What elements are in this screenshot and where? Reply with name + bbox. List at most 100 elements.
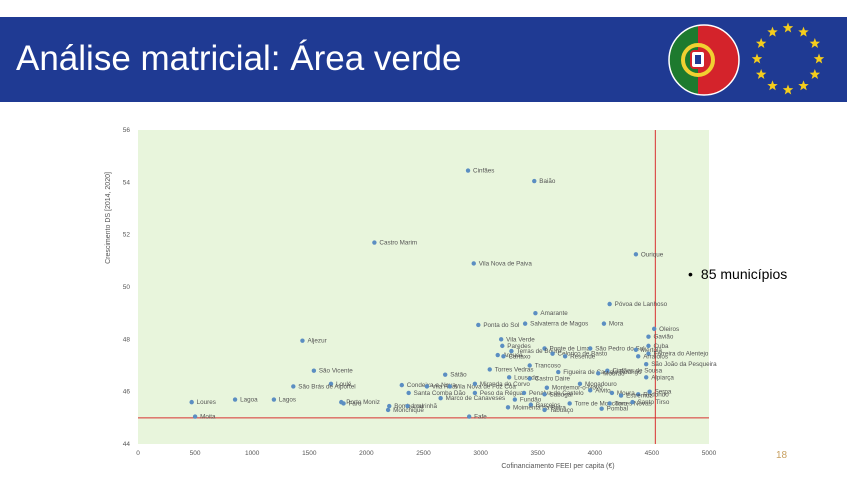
data-point — [577, 381, 583, 387]
data-point — [192, 414, 198, 419]
data-point-label: Faro — [349, 400, 362, 407]
eu-star-icon — [755, 69, 767, 79]
data-point-label: Paredes — [507, 343, 530, 350]
data-point — [471, 261, 476, 266]
data-point — [646, 351, 651, 356]
data-point — [506, 375, 512, 380]
data-point — [442, 372, 448, 377]
data-point-label: Lourinhã — [413, 403, 438, 410]
data-point-label: Fundão — [520, 397, 542, 404]
data-point-label: Vila Nova de Foz Côa — [455, 383, 517, 390]
data-point-label: Lagoa — [240, 397, 258, 404]
eu-stars-logo — [751, 22, 825, 95]
data-point — [472, 381, 478, 387]
eu-star-icon — [798, 80, 809, 91]
data-point-label: Montemor-o-Novo — [552, 385, 603, 392]
data-point-label: Torre de Moncorvo — [575, 400, 628, 407]
data-point-label: Mourão — [603, 370, 625, 377]
data-point — [501, 354, 506, 359]
data-point — [300, 338, 305, 343]
data-point-label: Redondo — [643, 391, 669, 398]
data-point-label: Castro Marim — [379, 240, 417, 247]
data-point — [232, 397, 238, 402]
data-point-label: Peso da Régua — [480, 390, 524, 397]
eu-star-icon — [809, 38, 821, 48]
data-point — [605, 368, 610, 373]
x-tick-label: 3000 — [473, 450, 488, 457]
data-point-label: Barcelos — [536, 402, 561, 409]
data-point — [607, 401, 612, 406]
x-tick-label: 1500 — [302, 450, 317, 457]
data-point-label: Celorico de Basto — [558, 351, 608, 358]
data-point-label: Castro Daire — [535, 376, 571, 383]
data-point-label: Ponta do Sol — [483, 322, 519, 329]
data-point — [607, 301, 612, 307]
data-point — [562, 354, 568, 359]
data-point-label: Gavião — [653, 334, 673, 341]
data-point — [512, 397, 518, 402]
data-point-label: Santa Comba Dão — [414, 390, 466, 397]
data-point-label: Salvaterra de Magos — [530, 321, 588, 328]
data-point — [550, 351, 555, 356]
x-tick-label: 4000 — [588, 450, 603, 457]
data-point — [521, 390, 527, 396]
data-point-label: Torres Vedras — [495, 366, 534, 373]
data-point — [385, 407, 391, 413]
eu-star-icon — [767, 26, 778, 37]
y-tick-label: 46 — [123, 389, 131, 396]
data-point-label: Resende — [570, 353, 596, 360]
data-point — [618, 393, 624, 398]
data-point — [500, 343, 505, 349]
data-point-label: Arouca — [503, 352, 523, 359]
data-point — [472, 390, 478, 396]
data-point — [528, 402, 534, 407]
data-point-label: Vila Verde — [506, 336, 535, 343]
data-point-label: Sabugal — [550, 391, 573, 398]
data-point-label: Miranda do Corvo — [480, 381, 531, 388]
eu-star-icon — [767, 80, 778, 91]
data-point-label: Tabuaço — [550, 407, 574, 414]
data-point — [372, 240, 377, 245]
data-point-label: Terras de Bouro — [516, 348, 561, 355]
data-point-label: Baião — [539, 178, 556, 185]
data-point-label: Marco de Canaveses — [446, 395, 506, 402]
data-point — [522, 321, 528, 326]
data-point — [646, 343, 651, 349]
data-point-label: Oleiros — [659, 326, 679, 333]
x-tick-label: 5000 — [702, 450, 717, 457]
page-number: 18 — [776, 450, 788, 461]
data-point-label: São Pedro do Sul — [595, 345, 644, 352]
eu-star-icon — [813, 53, 825, 64]
data-point-label: Mora — [609, 321, 624, 328]
data-point — [651, 326, 657, 332]
eu-star-icon — [782, 84, 794, 95]
data-point-label: Póvoa de Lanhoso — [615, 301, 668, 308]
y-tick-label: 56 — [123, 127, 131, 134]
data-point — [447, 384, 452, 389]
data-point — [588, 346, 593, 351]
data-point — [599, 406, 604, 411]
data-point — [466, 414, 472, 419]
data-point — [465, 168, 471, 173]
data-point-label: Moimenta da Beira — [513, 404, 566, 411]
data-point — [498, 337, 504, 342]
eu-star-icon — [809, 69, 821, 79]
data-point-label: Figueira de Castelo Rodrigo — [563, 369, 642, 376]
data-point-label: Ponte de Lima — [550, 345, 591, 352]
y-tick-label: 54 — [123, 179, 131, 186]
data-point-label: Trancoso — [535, 363, 562, 370]
data-point — [387, 403, 392, 409]
x-tick-label: 1000 — [245, 450, 260, 457]
data-point — [647, 389, 652, 394]
data-point-label: Penalva do Castelo — [529, 390, 584, 397]
data-point-label: Serpa — [655, 389, 672, 396]
y-axis-label: Crescimento DS [2014, 2020] — [105, 172, 112, 264]
data-point — [505, 405, 511, 410]
data-point — [495, 352, 500, 358]
data-point-label: Cuba — [653, 343, 669, 350]
data-point — [438, 396, 443, 401]
data-point — [399, 382, 405, 388]
data-point-label: Alvito — [595, 387, 611, 394]
data-point — [630, 399, 635, 405]
y-tick-label: 52 — [123, 232, 131, 239]
